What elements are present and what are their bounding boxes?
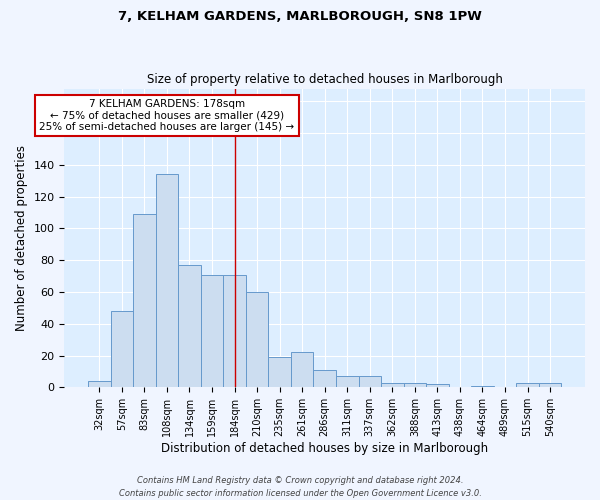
- Bar: [291, 352, 313, 388]
- Bar: [201, 274, 223, 388]
- Bar: [336, 376, 359, 388]
- Text: 7 KELHAM GARDENS: 178sqm
← 75% of detached houses are smaller (429)
25% of semi-: 7 KELHAM GARDENS: 178sqm ← 75% of detach…: [40, 99, 295, 132]
- X-axis label: Distribution of detached houses by size in Marlborough: Distribution of detached houses by size …: [161, 442, 488, 455]
- Bar: [516, 382, 539, 388]
- Bar: [471, 386, 494, 388]
- Bar: [110, 311, 133, 388]
- Bar: [381, 382, 404, 388]
- Bar: [178, 265, 201, 388]
- Bar: [539, 382, 562, 388]
- Text: 7, KELHAM GARDENS, MARLBOROUGH, SN8 1PW: 7, KELHAM GARDENS, MARLBOROUGH, SN8 1PW: [118, 10, 482, 23]
- Bar: [88, 381, 110, 388]
- Bar: [404, 382, 426, 388]
- Y-axis label: Number of detached properties: Number of detached properties: [15, 145, 28, 331]
- Bar: [359, 376, 381, 388]
- Bar: [268, 357, 291, 388]
- Bar: [313, 370, 336, 388]
- Bar: [155, 174, 178, 388]
- Bar: [246, 292, 268, 388]
- Bar: [133, 214, 155, 388]
- Text: Contains HM Land Registry data © Crown copyright and database right 2024.
Contai: Contains HM Land Registry data © Crown c…: [119, 476, 481, 498]
- Bar: [426, 384, 449, 388]
- Title: Size of property relative to detached houses in Marlborough: Size of property relative to detached ho…: [147, 73, 503, 86]
- Bar: [223, 274, 246, 388]
